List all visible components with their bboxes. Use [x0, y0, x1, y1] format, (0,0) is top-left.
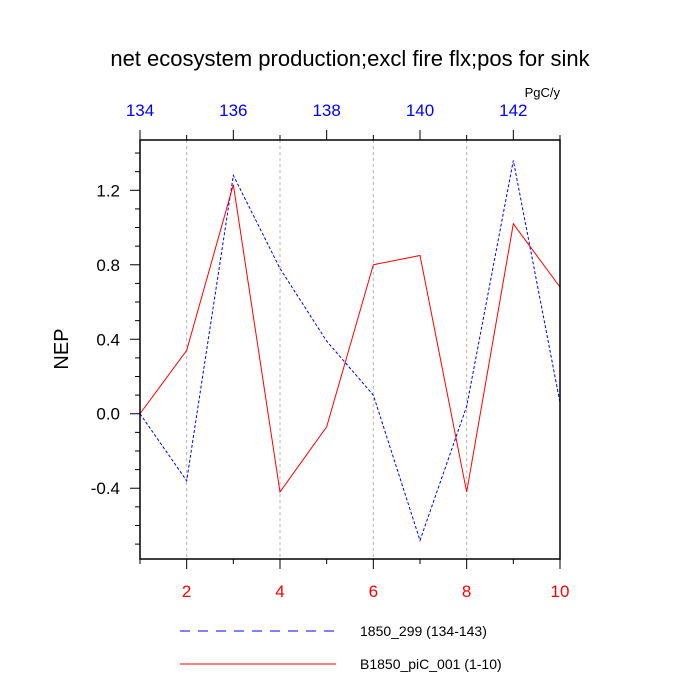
bottom-tick-label: 10 [551, 582, 570, 601]
axis-ticks [130, 130, 561, 569]
plot-frame [139, 139, 561, 560]
top-tick-label: 136 [219, 101, 247, 120]
top-tick-label: 134 [126, 101, 154, 120]
legend: 1850_299 (134-143) B1850_piC_001 (1-10) [180, 623, 502, 672]
y-axis-label: NEP [51, 328, 73, 369]
series-lines [139, 160, 561, 542]
bottom-tick-label: 4 [275, 582, 284, 601]
y-tick-label: 0.4 [96, 330, 120, 349]
y-tick-label: 0.0 [96, 405, 120, 424]
chart-title: net ecosystem production;excl fire flx;p… [110, 46, 590, 71]
bottom-tick-label: 2 [182, 582, 191, 601]
legend-label-1: 1850_299 (134-143) [360, 623, 487, 639]
units-label: PgC/y [525, 85, 561, 100]
top-tick-label: 142 [499, 101, 527, 120]
tick-labels: 2 4 6 8 10 134 136 138 140 142 1.2 0.8 0.4 0.0 -0.4 [91, 101, 570, 601]
y-tick-label: 0.8 [96, 256, 120, 275]
bottom-tick-label: 6 [369, 582, 378, 601]
top-tick-label: 140 [406, 101, 434, 120]
bottom-tick-label: 8 [462, 582, 471, 601]
series-line-2 [139, 184, 561, 494]
top-tick-label: 138 [312, 101, 340, 120]
y-tick-label: 1.2 [96, 181, 120, 200]
y-tick-label: -0.4 [91, 479, 120, 498]
series-line-1 [139, 160, 561, 542]
legend-label-2: B1850_piC_001 (1-10) [360, 656, 502, 672]
